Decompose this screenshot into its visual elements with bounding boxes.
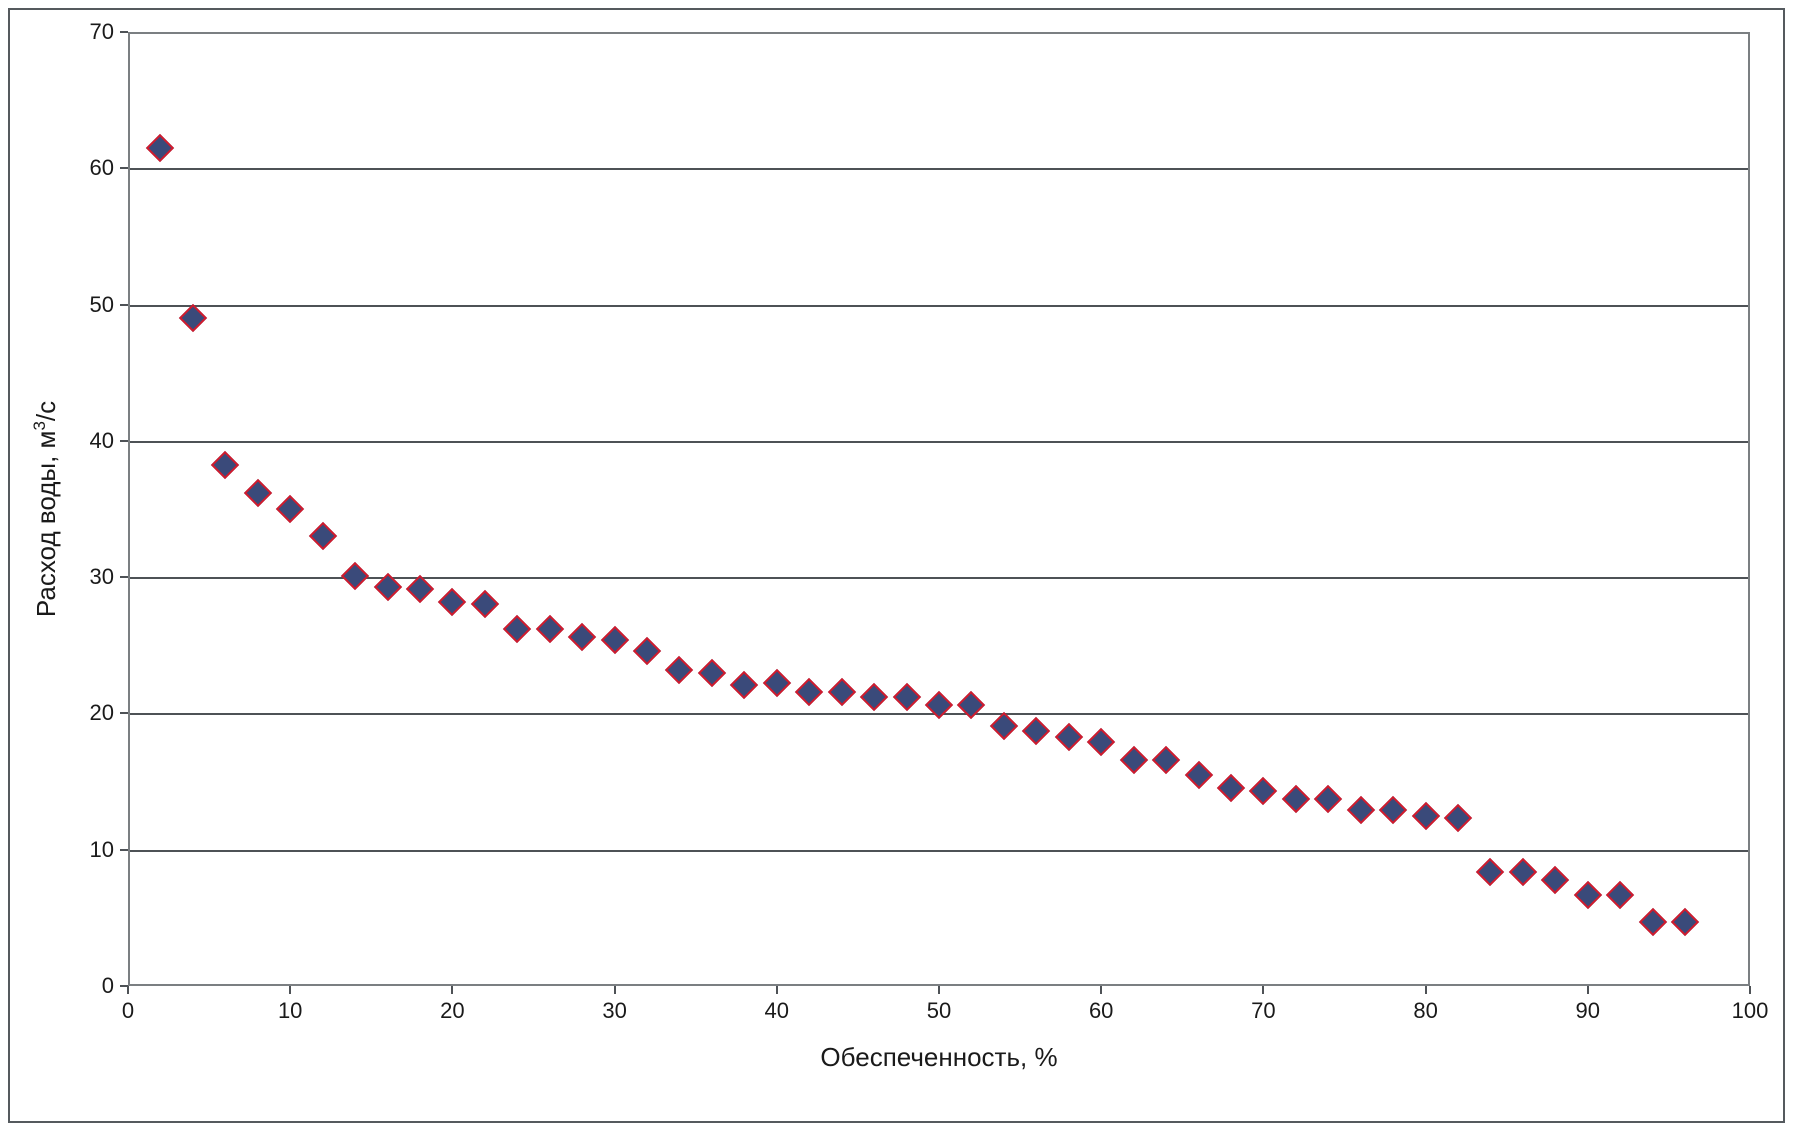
x-tick-mark — [614, 986, 616, 994]
x-tick-label: 50 — [927, 998, 951, 1024]
x-tick-label: 30 — [602, 998, 626, 1024]
grid-line-horizontal — [130, 850, 1748, 852]
grid-line-horizontal — [130, 577, 1748, 579]
x-tick-label: 40 — [765, 998, 789, 1024]
y-tick-label: 20 — [0, 700, 114, 726]
y-tick-mark — [120, 440, 128, 442]
y-tick-label: 40 — [0, 428, 114, 454]
y-tick-label: 10 — [0, 837, 114, 863]
y-tick-label: 50 — [0, 292, 114, 318]
y-tick-label: 60 — [0, 155, 114, 181]
x-tick-mark — [1100, 986, 1102, 994]
x-tick-mark — [451, 986, 453, 994]
y-tick-mark — [120, 712, 128, 714]
chart-container: Расход воды, м3/с Обеспеченность, % 0102… — [0, 0, 1793, 1131]
x-axis-title: Обеспеченность, % — [820, 1042, 1057, 1073]
grid-line-horizontal — [130, 168, 1748, 170]
x-tick-mark — [776, 986, 778, 994]
x-tick-mark — [289, 986, 291, 994]
x-tick-label: 20 — [440, 998, 464, 1024]
x-tick-label: 10 — [278, 998, 302, 1024]
y-tick-mark — [120, 167, 128, 169]
grid-line-horizontal — [130, 305, 1748, 307]
x-tick-label: 100 — [1732, 998, 1769, 1024]
x-tick-label: 0 — [122, 998, 134, 1024]
x-tick-mark — [938, 986, 940, 994]
y-tick-mark — [120, 849, 128, 851]
x-tick-label: 70 — [1251, 998, 1275, 1024]
y-tick-label: 30 — [0, 564, 114, 590]
y-tick-mark — [120, 31, 128, 33]
y-tick-mark — [120, 304, 128, 306]
x-tick-label: 80 — [1413, 998, 1437, 1024]
x-tick-mark — [127, 986, 129, 994]
x-tick-label: 60 — [1089, 998, 1113, 1024]
plot-area — [128, 32, 1750, 986]
x-tick-mark — [1425, 986, 1427, 994]
x-tick-label: 90 — [1576, 998, 1600, 1024]
y-tick-label: 0 — [0, 973, 114, 999]
y-tick-mark — [120, 576, 128, 578]
y-tick-label: 70 — [0, 19, 114, 45]
x-tick-mark — [1262, 986, 1264, 994]
x-tick-mark — [1587, 986, 1589, 994]
grid-line-horizontal — [130, 441, 1748, 443]
x-tick-mark — [1749, 986, 1751, 994]
